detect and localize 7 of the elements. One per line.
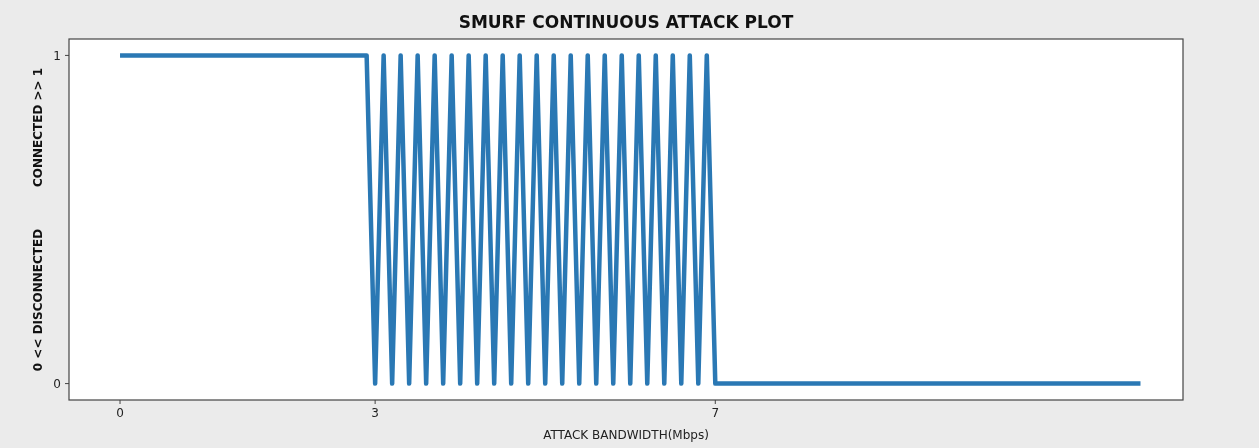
x-tick-label: 7	[711, 406, 720, 420]
chart-title: SMURF CONTINUOUS ATTACK PLOT	[458, 12, 794, 32]
x-axis-title: ATTACK BANDWIDTH(Mbps)	[543, 428, 709, 442]
x-tick-label: 3	[371, 406, 379, 420]
x-tick-label: 0	[116, 406, 124, 420]
y-tick-label: 1	[53, 48, 61, 63]
y-axis-title: 0 << DISCONNECTED CONNECTED >> 1	[31, 67, 45, 372]
